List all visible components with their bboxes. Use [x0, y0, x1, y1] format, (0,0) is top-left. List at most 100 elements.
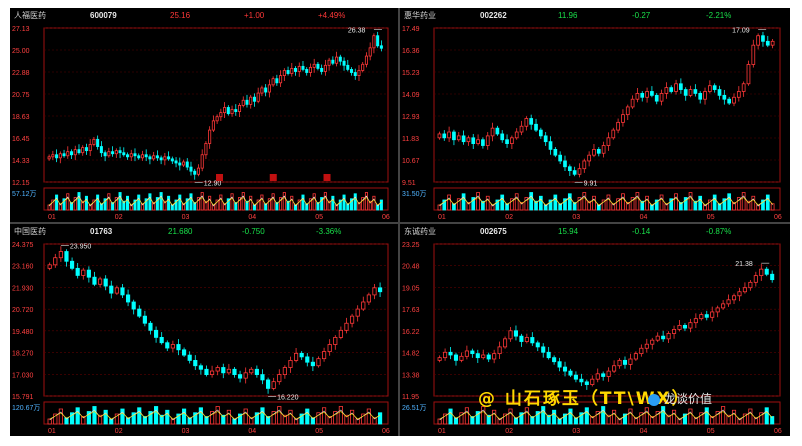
- volume-bar: [245, 200, 249, 211]
- candle-body: [683, 89, 688, 96]
- candle-body: [148, 156, 152, 160]
- candle-body: [437, 133, 442, 139]
- candle-body: [595, 373, 600, 380]
- volume-bar: [153, 406, 159, 425]
- volume-bar: [118, 192, 122, 211]
- y-tick-label: 13.38: [402, 372, 420, 379]
- candle-body: [485, 135, 490, 146]
- candle-body: [107, 151, 111, 157]
- volume-bar: [746, 200, 751, 211]
- volume-bar: [70, 412, 75, 425]
- stock-panel-3[interactable]: 中国医药 01763 21.680 -0.750 -3.36% 24.375 23…: [10, 224, 398, 436]
- volume-bar: [741, 192, 746, 211]
- candle-body: [376, 35, 380, 47]
- candle-body: [109, 285, 114, 294]
- candle-body: [645, 91, 649, 98]
- y-tick-label: 16.36: [402, 48, 420, 55]
- volume-bar: [286, 200, 290, 211]
- stock-panel-2[interactable]: 惠华药业 002262 11.96 -0.27 -2.21% 17.49 16.3…: [400, 8, 790, 222]
- candle-body: [558, 154, 563, 162]
- volume-bar: [698, 195, 703, 211]
- volume-bar: [759, 412, 764, 425]
- volume-bar: [81, 416, 86, 425]
- candle-body: [753, 275, 758, 283]
- candle-body: [650, 339, 655, 345]
- volume-bar: [271, 411, 276, 425]
- candle-body: [543, 135, 548, 143]
- stock-price: 15.94: [558, 227, 579, 236]
- candle-body: [165, 342, 170, 349]
- candle-body: [552, 357, 557, 363]
- volume-bar: [308, 198, 312, 211]
- volume-bar: [475, 411, 480, 425]
- candle-body: [715, 307, 720, 313]
- volume-bar: [377, 412, 383, 425]
- stock-code: 01763: [90, 227, 113, 236]
- stock-panel-1[interactable]: 人福医药 600079 25.16 +1.00 +4.49% 27.13 25.0…: [10, 8, 398, 222]
- volume-bar: [148, 411, 153, 425]
- volume-bar: [606, 414, 611, 425]
- volume-ma2-line: [439, 197, 773, 206]
- volume-bar: [338, 199, 342, 211]
- candle-body: [148, 322, 153, 331]
- candle-body: [372, 287, 377, 296]
- candle-body: [742, 287, 747, 293]
- candle-body: [530, 337, 535, 344]
- candle-body: [361, 301, 366, 310]
- candle-body: [70, 151, 74, 156]
- candle-body: [137, 308, 142, 317]
- candle-body: [459, 355, 464, 361]
- volume-bar: [693, 200, 698, 211]
- candle-body: [120, 287, 125, 296]
- candle-body: [524, 337, 529, 342]
- volume-bar: [606, 194, 611, 211]
- volume-bar: [751, 195, 756, 211]
- y-tick-label: 16.22: [402, 329, 420, 336]
- y-tick-label: 15.23: [402, 70, 420, 77]
- volume-bar: [572, 202, 577, 211]
- candle-body: [260, 374, 265, 381]
- x-tick-label: 01: [438, 428, 446, 435]
- candle-body: [639, 347, 644, 355]
- volume-bar: [361, 197, 365, 211]
- stock-change: -0.750: [242, 227, 265, 236]
- candle-body: [223, 107, 227, 114]
- volume-bar: [366, 408, 371, 425]
- candle-body: [535, 342, 540, 348]
- stock-panel-4[interactable]: 东诚药业 002675 15.94 -0.14 -0.87% 23.25 20.4…: [400, 224, 790, 436]
- candle-body: [366, 294, 371, 303]
- volume-bar: [568, 408, 573, 425]
- candle-body: [305, 356, 310, 363]
- candle-body: [364, 55, 368, 65]
- candle-body: [237, 374, 243, 379]
- candle-body: [655, 335, 660, 341]
- candle-body: [221, 367, 226, 374]
- x-tick-label: 06: [382, 214, 390, 221]
- candle-body: [625, 106, 630, 116]
- candle-body: [288, 360, 293, 368]
- volume-bar: [234, 202, 238, 211]
- volume-bar: [765, 194, 770, 211]
- stock-name: 东诚药业: [404, 227, 436, 236]
- candle-body: [271, 78, 275, 86]
- candle-body: [312, 63, 316, 68]
- candle-body: [562, 366, 568, 372]
- candle-body: [529, 118, 534, 125]
- volume-bar: [601, 406, 606, 425]
- volume-bar: [321, 407, 327, 425]
- low-label: 9.91: [584, 180, 598, 187]
- candle-body: [688, 322, 693, 329]
- volume-bar: [534, 200, 538, 211]
- volume-bar: [193, 412, 198, 425]
- volume-bar: [541, 406, 546, 425]
- volume-bar: [464, 407, 469, 425]
- stock-price: 25.16: [170, 11, 191, 20]
- candle-body: [538, 129, 543, 137]
- volume-bar: [530, 416, 535, 425]
- candle-body: [241, 99, 245, 106]
- candlestick-chart: 23.25 20.48 19.05 17.63 16.22 14.82 13.38 11.95…: [402, 242, 782, 435]
- volume-bar: [226, 198, 230, 211]
- volume-bar: [137, 407, 142, 425]
- candle-body: [497, 346, 502, 355]
- stock-pct: -2.21%: [706, 11, 732, 20]
